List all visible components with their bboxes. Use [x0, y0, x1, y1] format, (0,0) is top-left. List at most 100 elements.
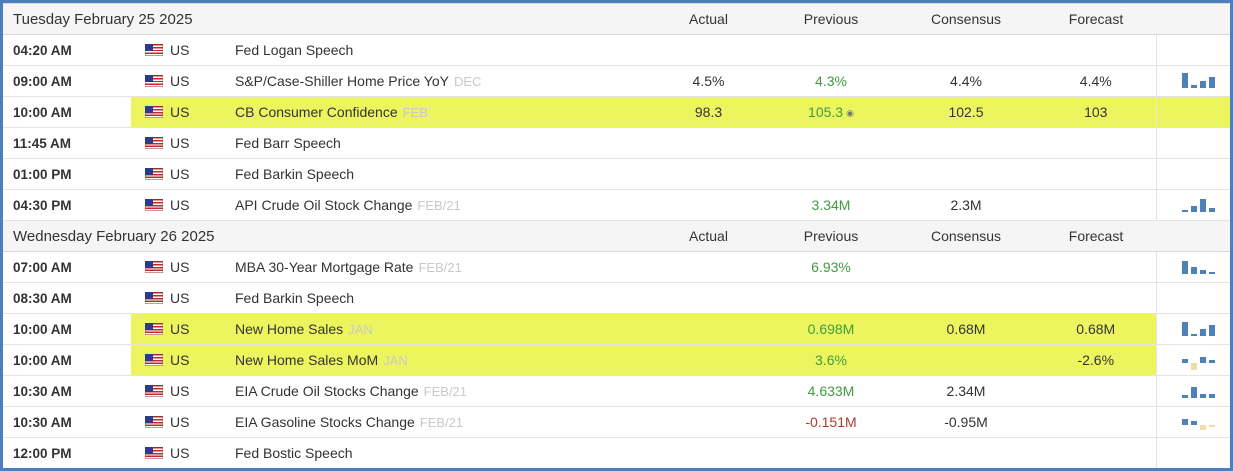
- country: US: [145, 445, 231, 461]
- event-name[interactable]: EIA Gasoline Stocks Change: [235, 414, 415, 430]
- spark-bar: [1200, 357, 1206, 363]
- chart-cell: [1155, 375, 1230, 407]
- forecast-value: [1036, 158, 1156, 190]
- event-row[interactable]: 12:00 PM US Fed Bostic Speech: [3, 437, 1230, 468]
- us-flag-icon: [145, 385, 163, 397]
- mini-bar-chart-icon[interactable]: [1182, 255, 1218, 279]
- forecast-value: -2.6%: [1036, 344, 1156, 376]
- event-name[interactable]: Fed Bostic Speech: [235, 445, 353, 461]
- event-name[interactable]: MBA 30-Year Mortgage Rate: [235, 259, 414, 275]
- country-code: US: [170, 290, 190, 306]
- previous-value: 105.3 ◉: [766, 96, 896, 128]
- consensus-value: [896, 282, 1036, 314]
- us-flag-icon: [145, 168, 163, 180]
- country: US: [145, 352, 231, 368]
- forecast-value: [1036, 251, 1156, 283]
- event-time: 10:00 AM: [3, 96, 131, 128]
- actual-value-text: 4.5%: [692, 73, 725, 89]
- country-cell: US: [131, 34, 231, 66]
- event-cell: Fed Logan Speech: [231, 34, 651, 66]
- previous-value: -0.151M: [766, 406, 896, 438]
- event-row[interactable]: 10:00 AM US New Home Sales MoM JAN 3.6% -2.6%: [3, 344, 1230, 376]
- us-flag-icon: [145, 106, 163, 118]
- column-header-previous: Previous: [766, 220, 896, 252]
- country-code: US: [170, 135, 190, 151]
- us-flag-icon: [145, 354, 163, 366]
- previous-value: [766, 127, 896, 159]
- event-name[interactable]: S&P/Case-Shiller Home Price YoY: [235, 73, 449, 89]
- event-name[interactable]: Fed Barkin Speech: [235, 166, 355, 182]
- event-name[interactable]: Fed Barkin Speech: [235, 290, 355, 306]
- event-cell: S&P/Case-Shiller Home Price YoY DEC: [231, 65, 651, 97]
- country: US: [145, 135, 231, 151]
- forecast-value: [1036, 406, 1156, 438]
- spark-bar: [1191, 85, 1197, 88]
- column-header-actual: Actual: [651, 220, 766, 252]
- event-row[interactable]: 07:00 AM US MBA 30-Year Mortgage Rate FEB/2…: [3, 251, 1230, 283]
- chart-cell: [1155, 127, 1230, 159]
- column-header-previous: Previous: [766, 3, 896, 35]
- event-row[interactable]: 10:00 AM US New Home Sales JAN 0.698M 0.68M 0.…: [3, 313, 1230, 345]
- event-time: 10:00 AM: [3, 344, 131, 376]
- spark-bar: [1200, 425, 1206, 430]
- us-flag-icon: [145, 261, 163, 273]
- event-row[interactable]: 08:30 AM US Fed Barkin Speech: [3, 282, 1230, 314]
- spark-bar: [1200, 270, 1206, 274]
- event-name[interactable]: CB Consumer Confidence: [235, 104, 398, 120]
- chart-cell: [1155, 406, 1230, 438]
- previous-value-text: 3.34M: [811, 197, 851, 213]
- actual-value: [651, 437, 766, 468]
- consensus-value-text: -0.95M: [944, 414, 988, 430]
- event-name[interactable]: New Home Sales MoM: [235, 352, 379, 368]
- country: US: [145, 259, 231, 275]
- previous-value: [766, 34, 896, 66]
- mini-bar-chart-icon[interactable]: [1182, 317, 1218, 341]
- event-name[interactable]: Fed Logan Speech: [235, 42, 354, 58]
- event-row[interactable]: 10:00 AM US CB Consumer Confidence FEB 98.3 1…: [3, 96, 1230, 128]
- actual-value: [651, 251, 766, 283]
- event-row[interactable]: 04:30 PM US API Crude Oil Stock Change FEB/…: [3, 189, 1230, 221]
- country: US: [145, 414, 231, 430]
- consensus-value-text: 102.5: [948, 104, 984, 120]
- spark-bar: [1209, 272, 1215, 274]
- mini-bar-chart-icon[interactable]: [1182, 69, 1218, 93]
- event-row[interactable]: 11:45 AM US Fed Barr Speech: [3, 127, 1230, 159]
- country-cell: US: [131, 406, 231, 438]
- event-row[interactable]: 04:20 AM US Fed Logan Speech: [3, 34, 1230, 66]
- mini-bar-chart-icon[interactable]: [1182, 379, 1218, 403]
- event-time: 01:00 PM: [3, 158, 131, 190]
- country-code: US: [170, 414, 190, 430]
- country-code: US: [170, 166, 190, 182]
- event-time: 11:45 AM: [3, 127, 131, 159]
- mini-bar-chart-icon[interactable]: [1182, 348, 1218, 372]
- event-cell: API Crude Oil Stock Change FEB/21: [231, 189, 651, 221]
- consensus-value: [896, 127, 1036, 159]
- event-row[interactable]: 10:30 AM US EIA Crude Oil Stocks Change FEB…: [3, 375, 1230, 407]
- event-row[interactable]: 01:00 PM US Fed Barkin Speech: [3, 158, 1230, 190]
- event-reference-period: FEB: [402, 105, 428, 120]
- forecast-value-text: 0.68M: [1076, 321, 1116, 337]
- consensus-value: 4.4%: [896, 65, 1036, 97]
- event-time: 10:00 AM: [3, 313, 131, 345]
- event-name[interactable]: Fed Barr Speech: [235, 135, 341, 151]
- previous-value: 6.93%: [766, 251, 896, 283]
- us-flag-icon: [145, 447, 163, 459]
- chart-cell: [1155, 313, 1230, 345]
- event-cell: EIA Gasoline Stocks Change FEB/21: [231, 406, 651, 438]
- event-time: 10:30 AM: [3, 406, 131, 438]
- event-name[interactable]: New Home Sales: [235, 321, 344, 337]
- event-name[interactable]: API Crude Oil Stock Change: [235, 197, 413, 213]
- event-name[interactable]: EIA Crude Oil Stocks Change: [235, 383, 419, 399]
- mini-bar-chart-icon[interactable]: [1182, 410, 1218, 434]
- mini-bar-chart-icon[interactable]: [1182, 193, 1218, 217]
- country-cell: US: [131, 158, 231, 190]
- forecast-value-text: 103: [1084, 104, 1108, 120]
- chart-cell: [1155, 96, 1230, 128]
- revised-marker-icon: ◉: [846, 108, 854, 118]
- country-cell: US: [131, 127, 231, 159]
- event-cell: Fed Barkin Speech: [231, 158, 651, 190]
- event-row[interactable]: 10:30 AM US EIA Gasoline Stocks Change FEB/…: [3, 406, 1230, 438]
- spark-bar: [1182, 395, 1188, 398]
- column-header-forecast: Forecast: [1036, 3, 1156, 35]
- event-row[interactable]: 09:00 AM US S&P/Case-Shiller Home Price Yo…: [3, 65, 1230, 97]
